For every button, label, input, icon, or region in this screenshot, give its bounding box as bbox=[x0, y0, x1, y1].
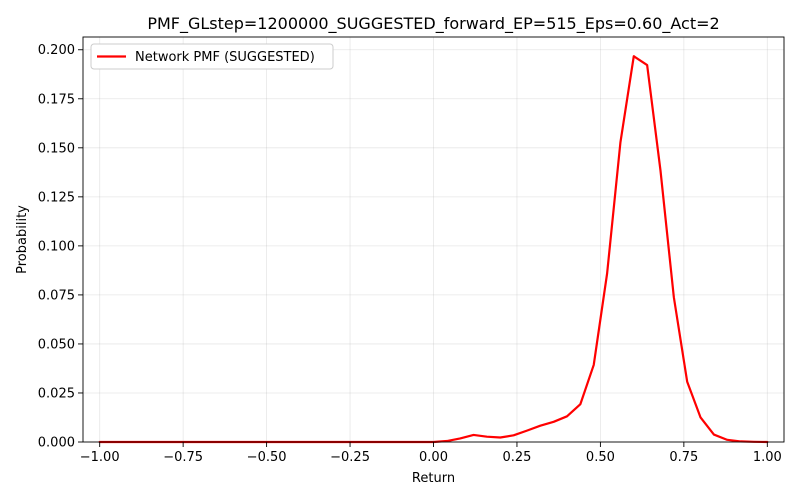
y-tick-label: 0.100 bbox=[38, 239, 75, 254]
legend: Network PMF (SUGGESTED) bbox=[90, 43, 334, 70]
y-tick-label: 0.200 bbox=[38, 43, 75, 58]
x-tick-label: −0.75 bbox=[163, 450, 203, 465]
y-tick-label: 0.075 bbox=[38, 288, 75, 303]
y-axis-label: Probability bbox=[15, 205, 30, 274]
x-tick-label: 0.50 bbox=[586, 450, 615, 465]
x-tick-label: −0.50 bbox=[247, 450, 287, 465]
y-tick-label: 0.175 bbox=[38, 92, 75, 107]
grid bbox=[83, 37, 784, 443]
x-tick-label: 0.25 bbox=[502, 450, 531, 465]
x-tick-label: −1.00 bbox=[80, 450, 120, 465]
x-tick-label: 0.00 bbox=[419, 450, 448, 465]
legend-label: Network PMF (SUGGESTED) bbox=[135, 50, 315, 65]
y-tick-label: 0.150 bbox=[38, 141, 75, 156]
y-tick-label: 0.125 bbox=[38, 190, 75, 205]
y-axis: 0.000 0.025 0.050 0.075 0.100 0.125 0.150 0.175… bbox=[38, 43, 83, 451]
x-axis: −1.00 −0.75 −0.50 −0.25 0.00 0.25 0.50 0.75 1.00 bbox=[80, 442, 782, 465]
legend-box bbox=[90, 43, 334, 70]
x-tick-label: 0.75 bbox=[669, 450, 698, 465]
chart-title: PMF_GLstep=1200000_SUGGESTED_forward_EP=… bbox=[147, 14, 719, 34]
y-tick-label: 0.025 bbox=[38, 386, 75, 401]
x-tick-label: 1.00 bbox=[753, 450, 782, 465]
y-tick-label: 0.050 bbox=[38, 337, 75, 352]
x-axis-label: Return bbox=[412, 471, 455, 486]
x-tick-label: −0.25 bbox=[330, 450, 370, 465]
y-tick-label: 0.000 bbox=[38, 436, 75, 451]
